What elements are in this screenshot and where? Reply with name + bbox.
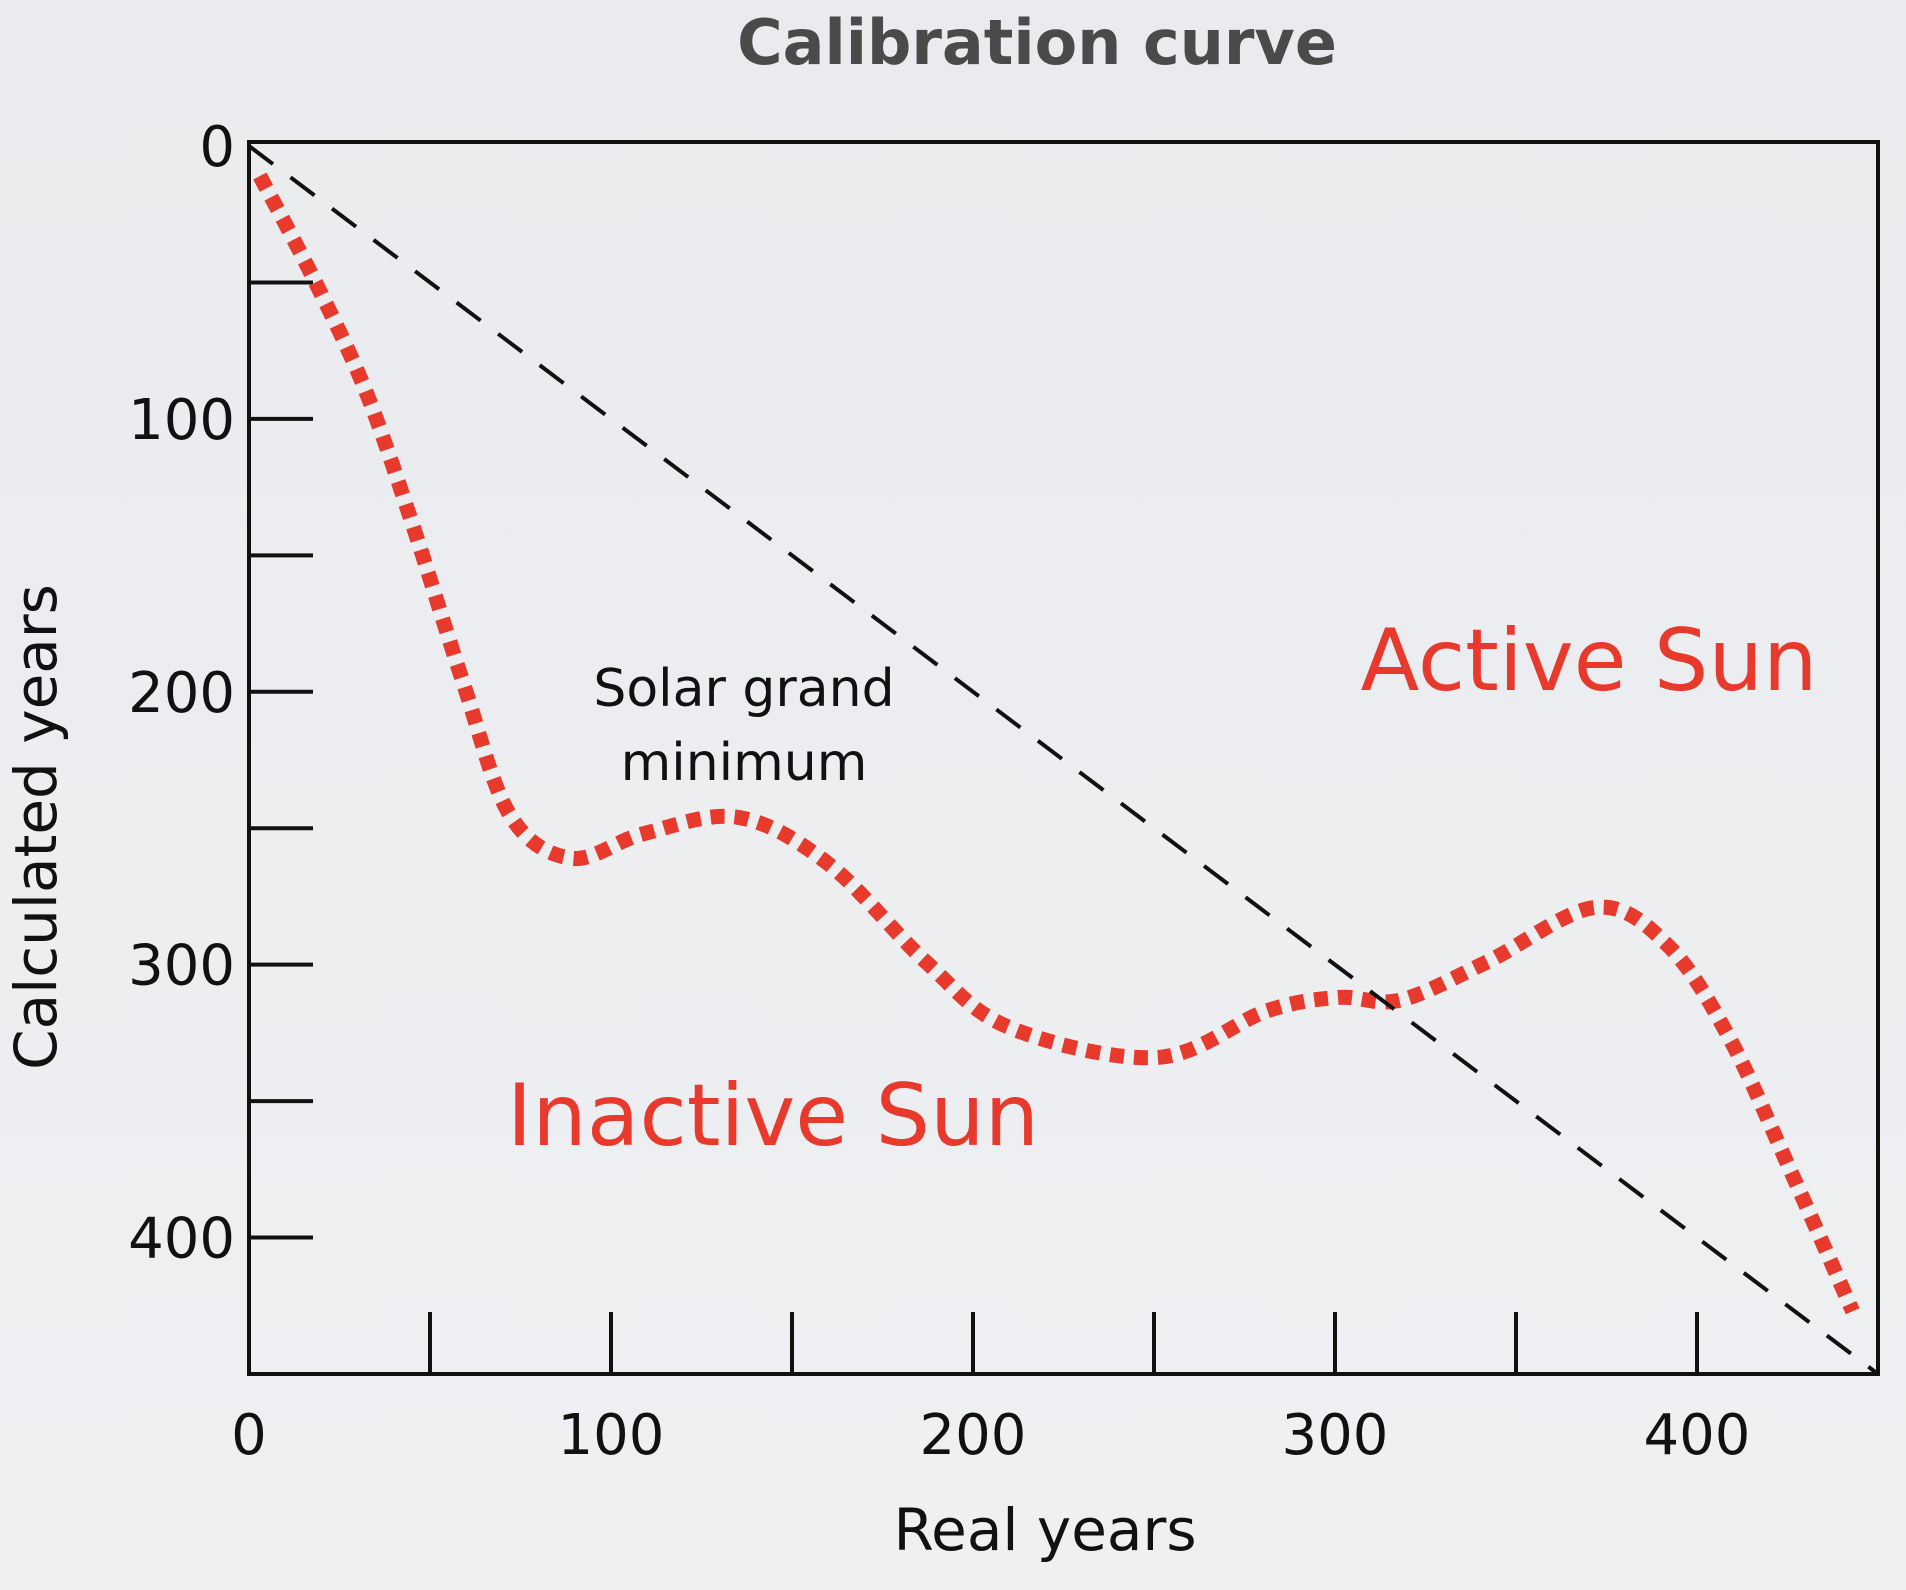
y-tick-label: 100	[128, 388, 235, 453]
x-axis-label: Real years	[893, 1496, 1196, 1564]
x-tick-label: 200	[920, 1403, 1027, 1468]
chart-title: Calibration curve	[737, 6, 1337, 79]
x-tick-label: 0	[231, 1403, 267, 1468]
calibration-curve-series	[253, 172, 1860, 1315]
y-tick-label: 200	[128, 661, 235, 726]
y-tick-label: 0	[199, 115, 235, 180]
x-tick-label: 400	[1644, 1403, 1751, 1468]
reference-diagonal-series	[247, 144, 1880, 1376]
annotation-inactive-sun: Inactive Sun	[507, 1066, 1039, 1166]
annotation-solar-grand: Solar grand	[593, 659, 894, 719]
plot-frame	[247, 140, 1880, 1376]
y-axis-label: Calculated years	[2, 584, 70, 1070]
y-tick-label: 300	[128, 934, 235, 999]
annotation-active-sun: Active Sun	[1361, 611, 1818, 711]
annotation-minimum: minimum	[621, 733, 868, 793]
x-tick-label: 300	[1282, 1403, 1389, 1468]
y-tick-label: 400	[128, 1207, 235, 1272]
x-tick-label: 100	[558, 1403, 665, 1468]
